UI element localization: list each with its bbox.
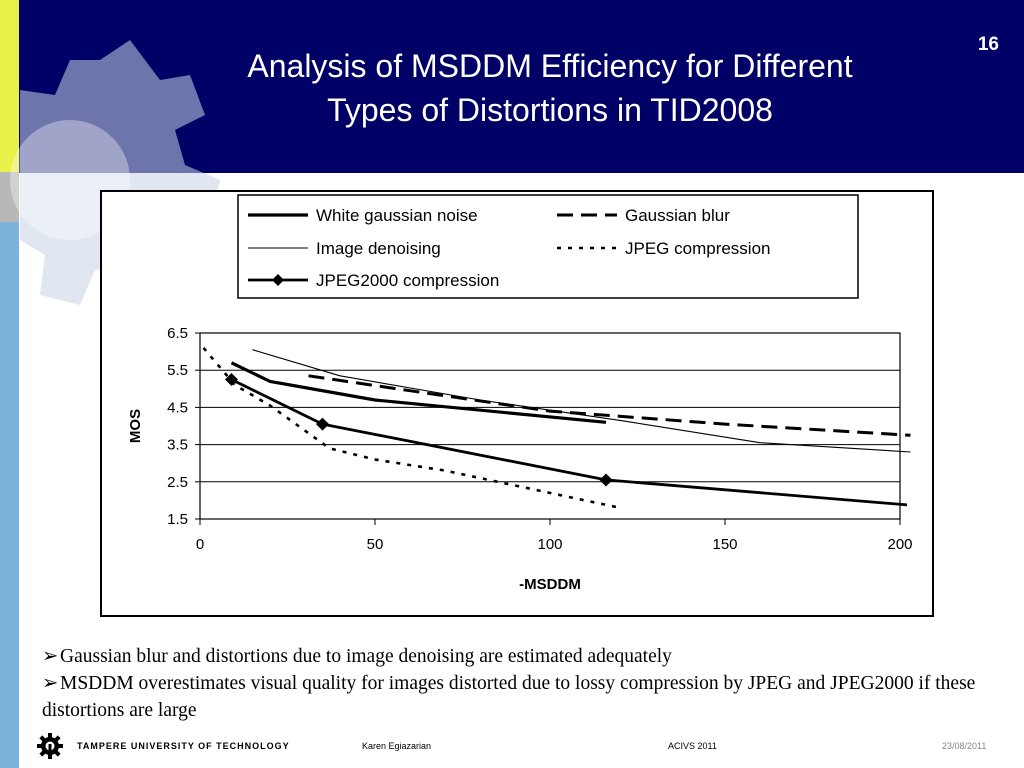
legend-label: Gaussian blur <box>625 206 730 225</box>
x-tick-label: 200 <box>887 536 912 553</box>
legend-label: JPEG compression <box>625 239 771 258</box>
slide-title: Analysis of MSDDM Efficiency for Differe… <box>150 44 950 132</box>
title-line-2: Types of Distortions in TID2008 <box>327 92 773 128</box>
arrow-bullet-icon: ➢ <box>42 646 59 667</box>
x-tick-label: 0 <box>196 536 204 553</box>
series-line <box>252 349 911 453</box>
left-stripe-gray <box>0 172 19 222</box>
legend-box <box>237 194 859 299</box>
y-axis-label: MOS <box>127 409 144 443</box>
y-tick-label: 5.5 <box>167 362 188 379</box>
bullet-item: ➢Gaussian blur and distortions due to im… <box>42 643 982 670</box>
bullet-item: ➢MSDDM overestimates visual quality for … <box>42 670 982 724</box>
bullet-text: Gaussian blur and distortions due to ima… <box>60 646 672 667</box>
footer-organization: TAMPERE UNIVERSITY OF TECHNOLOGY <box>77 741 290 751</box>
x-axis-ticks: 0 50 100 150 200 <box>196 519 913 553</box>
diamond-marker <box>225 373 238 386</box>
legend-diamond-marker <box>272 274 284 286</box>
arrow-bullet-icon: ➢ <box>42 673 59 694</box>
series-line <box>308 374 911 437</box>
title-line-1: Analysis of MSDDM Efficiency for Differe… <box>247 48 853 84</box>
left-stripe-lime <box>0 0 19 172</box>
tut-gear-logo-icon <box>37 733 63 759</box>
y-tick-label: 4.5 <box>167 399 188 416</box>
legend-label: White gaussian noise <box>316 206 478 225</box>
slide-number: 16 <box>977 34 999 55</box>
plot-area <box>199 332 901 520</box>
diamond-marker <box>316 417 329 431</box>
y-tick-label: 3.5 <box>167 437 188 454</box>
legend-label: Image denoising <box>316 239 441 258</box>
series-line <box>230 378 908 507</box>
footer-conference: ACIVS 2011 <box>668 741 717 751</box>
series-line <box>230 361 607 424</box>
line-chart: White gaussian noise Gaussian blur Image d… <box>127 194 913 593</box>
x-tick-label: 150 <box>712 536 737 553</box>
y-tick-label: 1.5 <box>167 511 188 528</box>
x-axis-label: -MSDDM <box>519 576 581 593</box>
x-tick-label: 50 <box>367 536 384 553</box>
bullet-text: MSDDM overestimates visual quality for i… <box>42 673 976 721</box>
left-stripe-blue <box>0 222 19 768</box>
y-tick-label: 6.5 <box>167 325 188 342</box>
x-tick-label: 100 <box>537 536 562 553</box>
series-layer <box>202 347 911 510</box>
legend: White gaussian noise Gaussian blur Image d… <box>248 206 771 290</box>
footer-author: Karen Egiazarian <box>362 741 432 751</box>
y-axis-ticks: 1.5 2.5 3.5 4.5 5.5 6.5 <box>167 325 200 528</box>
legend-label: JPEG2000 compression <box>316 271 499 290</box>
series-line <box>202 347 621 510</box>
footer-date: 23/08/2011 <box>942 741 987 751</box>
diamond-marker <box>599 473 613 487</box>
chart-frame: White gaussian noise Gaussian blur Image d… <box>100 190 934 617</box>
y-tick-label: 2.5 <box>167 474 188 491</box>
bullet-list: ➢Gaussian blur and distortions due to im… <box>42 643 982 724</box>
